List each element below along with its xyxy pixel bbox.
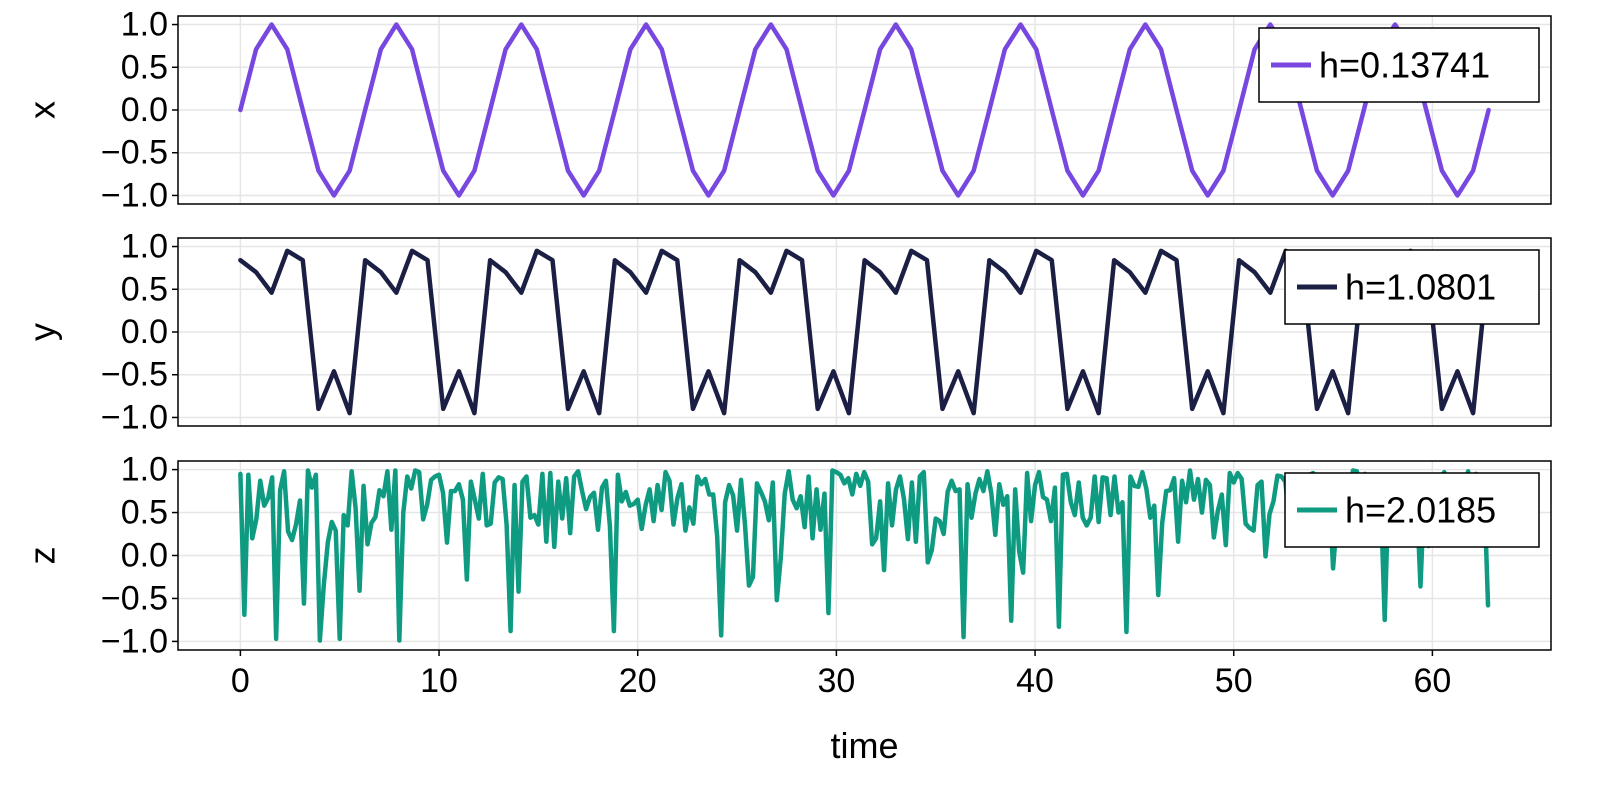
panel-y: 1.0 0.5 0.0 −0.5 −1.0 y h=1.0801 [22,228,1552,436]
y-axis-label: z [22,547,63,565]
x-tick-label: 40 [1016,662,1054,700]
panel-x: 1.0 0.5 0.0 −0.5 −1.0 x h=0.13741 [22,6,1552,214]
legend: h=2.0185 [1284,472,1540,548]
y-tick-label: 1.0 [121,6,168,44]
series-line-0 [238,248,1491,416]
x-tick-label: 60 [1413,662,1451,700]
y-tick-label: 0.5 [121,48,168,86]
legend-label: h=1.0801 [1345,267,1496,308]
x-tick-label: 10 [420,662,458,700]
y-tick-label: 0.5 [121,494,168,532]
x-tick-label: 50 [1215,662,1253,700]
legend: h=1.0801 [1284,249,1540,325]
y-tick-label: −0.5 [101,356,168,394]
y-tick-label: 0.0 [121,91,168,129]
x-axis-label: time [830,725,898,766]
y-tick-label: 0.0 [121,537,168,575]
y-tick-label: 0.0 [121,313,168,351]
x-tick-label: 30 [817,662,855,700]
series-line-0 [238,468,1491,643]
legend-label: h=2.0185 [1345,490,1496,531]
legend-label: h=0.13741 [1319,45,1490,86]
y-tick-label: −0.5 [101,579,168,617]
x-tick-label: 0 [231,662,250,700]
y-tick-label: −1.0 [101,398,168,436]
y-tick-label: 1.0 [121,228,168,266]
y-tick-label: 1.0 [121,451,168,489]
y-axis-label: x [22,101,63,119]
y-tick-label: −1.0 [101,622,168,660]
panel-z: 1.0 0.5 0.0 −0.5 −1.0 z 0 10 20 30 40 50 60 time h=2.0… [22,451,1552,766]
x-tick-label: 20 [619,662,657,700]
y-tick-label: 0.5 [121,270,168,308]
y-tick-label: −0.5 [101,134,168,172]
legend: h=0.13741 [1258,27,1540,103]
y-axis-label: y [22,323,63,341]
y-tick-label: −1.0 [101,176,168,214]
